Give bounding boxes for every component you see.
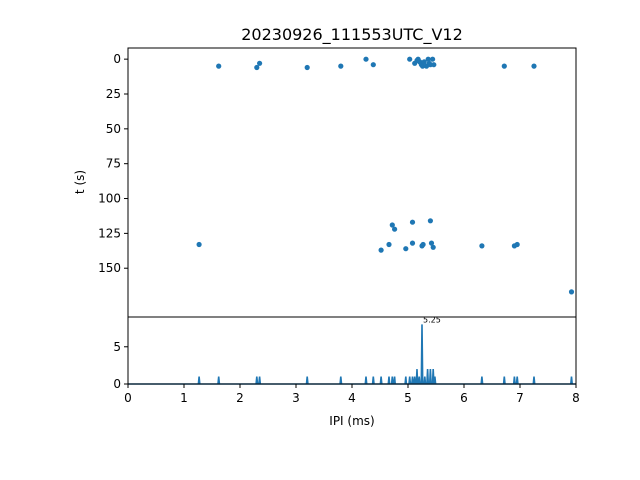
scatter-point bbox=[407, 56, 413, 62]
x-tick-label: 8 bbox=[572, 391, 580, 405]
scatter-point bbox=[378, 247, 384, 253]
x-tick-label: 6 bbox=[460, 391, 468, 405]
y-tick-label: 0 bbox=[113, 52, 121, 66]
scatter-point bbox=[428, 240, 435, 246]
scatter-point bbox=[430, 56, 436, 62]
scatter-point bbox=[431, 62, 437, 68]
scatter-points bbox=[196, 56, 575, 295]
scatter-point bbox=[427, 218, 433, 224]
scatter-point bbox=[338, 63, 344, 69]
y-tick-label: 150 bbox=[98, 261, 121, 275]
scatter-point bbox=[409, 240, 416, 246]
scatter-point bbox=[370, 62, 376, 68]
scatter-point bbox=[304, 64, 310, 71]
scatter-point bbox=[216, 63, 222, 69]
y-tick-label: 125 bbox=[98, 226, 121, 240]
scatter-point bbox=[254, 64, 260, 71]
y-tick-label: 100 bbox=[98, 192, 121, 206]
scatter-point bbox=[409, 219, 416, 225]
scatter-point bbox=[425, 56, 431, 62]
scatter-point bbox=[386, 241, 392, 248]
scatter-point bbox=[514, 241, 520, 248]
y-tick-label: 50 bbox=[106, 122, 121, 136]
x-axis-label: IPI (ms) bbox=[329, 414, 374, 428]
y-tick-label: 75 bbox=[106, 157, 121, 171]
scatter-point bbox=[479, 243, 485, 249]
x-tick-label: 1 bbox=[180, 391, 188, 405]
chart-title: 20230926_111553UTC_V12 bbox=[241, 25, 463, 45]
scatter-point bbox=[196, 241, 202, 248]
y-tick-label: 25 bbox=[106, 87, 121, 101]
x-axis-ticks: 0 1 2 3 4 5 6 7 8 bbox=[124, 384, 580, 405]
y-axis-ticks-histogram: 05 bbox=[113, 340, 128, 391]
y-tick-label: 0 bbox=[113, 377, 121, 391]
x-tick-label: 7 bbox=[516, 391, 524, 405]
y-axis-ticks: 0 25 50 75 100 125 150 bbox=[98, 52, 128, 275]
scatter-point bbox=[568, 289, 575, 295]
scatter-point bbox=[430, 244, 436, 250]
x-tick-label: 4 bbox=[348, 391, 356, 405]
x-tick-label: 5 bbox=[404, 391, 412, 405]
scatter-point bbox=[501, 63, 507, 69]
histogram-plot-frame bbox=[127, 316, 577, 385]
scatter-point bbox=[403, 246, 409, 252]
scatter-point bbox=[257, 60, 263, 66]
scatter-point bbox=[392, 226, 398, 232]
scatter-point bbox=[420, 63, 426, 69]
scatter-point bbox=[363, 56, 369, 62]
scatter-point bbox=[421, 59, 427, 65]
x-tick-label: 3 bbox=[292, 391, 300, 405]
x-tick-label: 2 bbox=[236, 391, 244, 405]
scatter-point bbox=[420, 241, 426, 248]
y-tick-label: 5 bbox=[113, 340, 121, 354]
scatter-point bbox=[389, 222, 395, 228]
x-tick-label: 0 bbox=[124, 391, 132, 405]
peak-annotation: 5.25 bbox=[423, 315, 441, 324]
scatter-point bbox=[531, 63, 537, 69]
scatter-plot: 0 25 50 75 100 125 150 t (s) bbox=[73, 47, 577, 318]
y-axis-label: t (s) bbox=[73, 170, 87, 194]
